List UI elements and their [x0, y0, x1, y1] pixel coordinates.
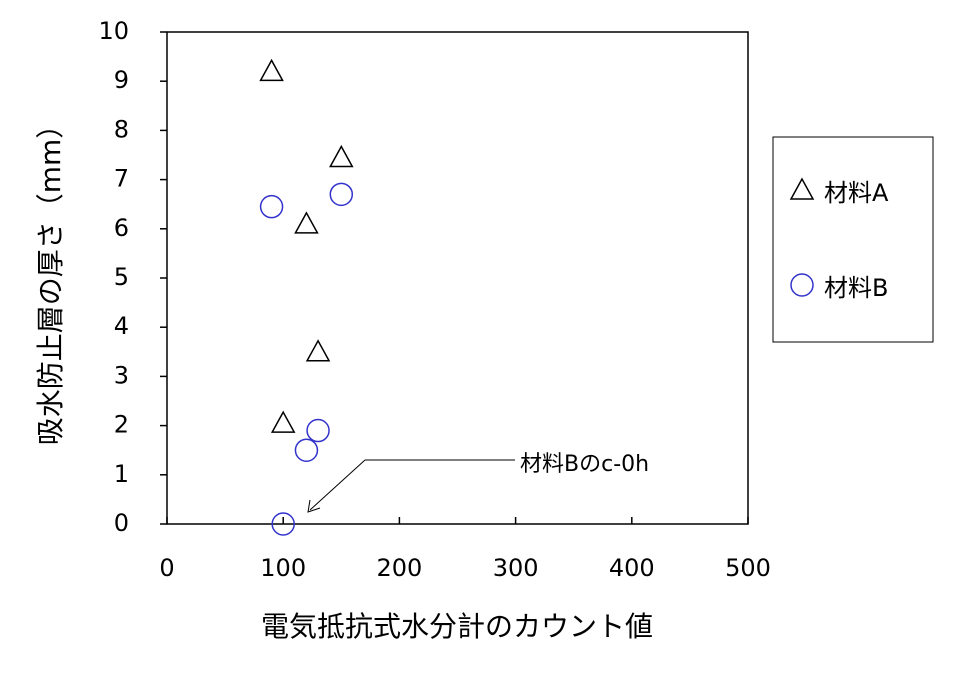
y-tick-label: 6 [114, 214, 129, 242]
x-tick-label: 500 [725, 554, 771, 582]
legend-marker [789, 177, 815, 200]
x-tick-label: 100 [260, 554, 306, 582]
y-axis-label: 吸水防止層の厚さ（mm） [34, 111, 67, 446]
annotation-arrowhead [307, 499, 321, 513]
y-tick-label: 5 [114, 263, 129, 291]
y-tick-label: 1 [114, 460, 129, 488]
x-tick-label: 200 [376, 554, 422, 582]
y-tick-label: 10 [98, 17, 129, 45]
circle-marker [306, 418, 330, 443]
triangle-marker [270, 410, 296, 433]
x-tick-label: 0 [159, 554, 174, 582]
y-tick-label: 0 [114, 509, 129, 537]
x-tick-label: 400 [609, 554, 655, 582]
y-tick-label: 3 [114, 361, 129, 389]
y-tick-label: 2 [114, 411, 129, 439]
triangle-marker [294, 211, 319, 234]
legend-label: 材料B [824, 274, 888, 302]
y-tick-label: 9 [114, 66, 129, 94]
y-tick-label: 4 [114, 312, 129, 340]
annotation-arrow [309, 459, 366, 511]
x-axis-label: 電気抵抗式水分計のカウント値 [261, 610, 653, 643]
triangle-marker [259, 58, 284, 82]
circle-marker [329, 182, 354, 207]
legend-label: 材料A [824, 179, 889, 207]
legend-box [772, 136, 934, 343]
triangle-marker [329, 144, 354, 168]
x-tick-label: 300 [493, 554, 539, 582]
y-tick-label: 8 [114, 115, 129, 143]
legend-marker [790, 273, 814, 297]
circle-marker [271, 512, 295, 536]
y-tick-label: 7 [114, 165, 129, 193]
circle-marker [294, 438, 319, 462]
circle-marker [259, 194, 284, 219]
triangle-marker [305, 339, 331, 362]
annotation: 材料Bのc-0h [520, 452, 649, 477]
plot-area [166, 31, 749, 525]
